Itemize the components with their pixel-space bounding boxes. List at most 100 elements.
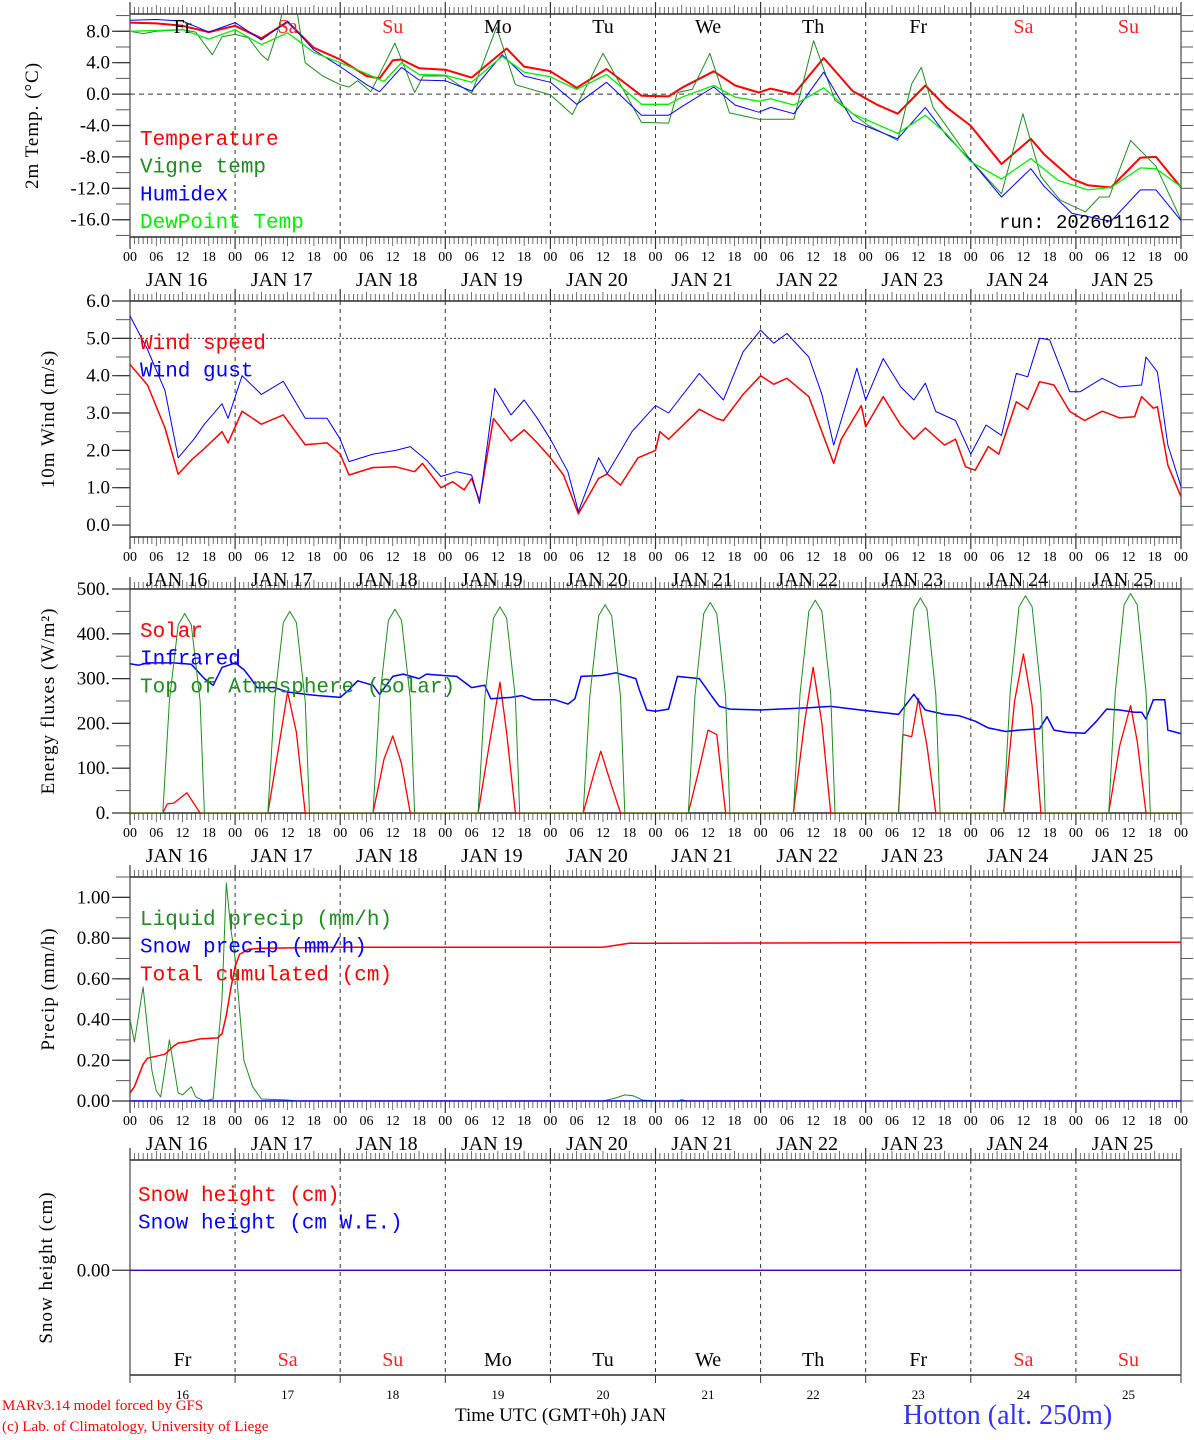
hour-label: 12: [491, 550, 505, 565]
hour-label: 18: [412, 550, 426, 565]
weekday-label-bottom: Fr: [174, 1349, 192, 1371]
weekday-label-bottom: Su: [1118, 1349, 1139, 1371]
legend-item: Wind speed: [140, 333, 266, 356]
hour-label: 12: [386, 826, 400, 841]
series-group: [130, 593, 1181, 813]
hour-label: 00: [333, 550, 347, 565]
weekday-label-top: Su: [1118, 16, 1139, 38]
hour-label: 12: [176, 826, 190, 841]
hour-label: 12: [1121, 826, 1135, 841]
y-tick-label: 100.: [77, 758, 110, 779]
y-axis-title: Energy fluxes (W/m²): [38, 608, 59, 795]
hour-label: 18: [412, 826, 426, 841]
hour-label: 12: [1016, 826, 1030, 841]
y-tick-label: 300.: [77, 669, 110, 690]
hour-label: 12: [281, 826, 295, 841]
hour-label: 18: [307, 1114, 321, 1129]
series-line-infrared: [130, 662, 1181, 735]
hour-label: 12: [491, 250, 505, 265]
hour-label: 06: [780, 250, 794, 265]
hour-label: 06: [885, 550, 899, 565]
y-tick-label: 0.: [96, 803, 110, 824]
hour-label: 18: [307, 250, 321, 265]
date-label: JAN 19: [461, 1133, 523, 1155]
date-label: JAN 24: [987, 569, 1049, 591]
series-line-temperature: [130, 20, 1181, 189]
copyright: (c) Lab. of Climatology, University of L…: [2, 1419, 269, 1435]
date-label: JAN 21: [671, 269, 733, 291]
hour-label: 06: [149, 550, 163, 565]
weekday-label-top: Fr: [174, 16, 192, 38]
y-tick-label: 4.0: [86, 53, 110, 74]
hour-label: 00: [333, 250, 347, 265]
y-tick-label: 2.0: [86, 440, 110, 461]
series-line-wind-gust: [130, 315, 1181, 513]
date-label: JAN 17: [251, 1133, 313, 1155]
date-label: JAN 22: [776, 269, 838, 291]
weekday-label-bottom: Sa: [1013, 1349, 1033, 1371]
y-tick-label: 0.60: [77, 969, 110, 990]
hour-label: 06: [359, 550, 373, 565]
hour-label: 18: [832, 250, 846, 265]
hour-label: 00: [1174, 1114, 1188, 1129]
date-label: JAN 19: [461, 569, 523, 591]
y-tick-label: 3.0: [86, 403, 110, 424]
hour-label: 00: [964, 250, 978, 265]
series-line-vigne-temp: [130, 14, 1181, 220]
hour-label: 18: [938, 826, 952, 841]
hour-label: 12: [701, 1114, 715, 1129]
y-axis-title: 10m Wind (m/s): [38, 350, 59, 489]
hour-label: 18: [1148, 1114, 1162, 1129]
legend-item: Snow precip (mm/h): [140, 937, 367, 960]
y-tick-label: 0.40: [77, 1010, 110, 1031]
hour-label: 06: [254, 250, 268, 265]
weekday-label-bottom: Tu: [592, 1349, 614, 1371]
date-number: 23: [912, 1387, 925, 1402]
legend-item: Snow height (cm W.E.): [138, 1213, 403, 1236]
legend-item: DewPoint Temp: [140, 212, 304, 235]
hour-label: 18: [1043, 1114, 1057, 1129]
hour-label: 12: [911, 550, 925, 565]
hour-label: 12: [701, 826, 715, 841]
hour-label: 18: [938, 550, 952, 565]
hour-label: 18: [307, 826, 321, 841]
hour-label: 06: [990, 250, 1004, 265]
hour-label: 12: [806, 826, 820, 841]
hour-label: 00: [543, 826, 557, 841]
series-line-humidex: [130, 19, 1181, 222]
hour-label: 00: [1174, 826, 1188, 841]
weekday-label-bottom: Sa: [278, 1349, 298, 1371]
series-line-wind-speed: [130, 364, 1181, 515]
hour-label: 06: [1095, 550, 1109, 565]
hour-label: 00: [228, 250, 242, 265]
hour-label: 06: [149, 1114, 163, 1129]
hour-label: 06: [570, 826, 584, 841]
hour-label: 18: [517, 550, 531, 565]
hour-label: 06: [465, 826, 479, 841]
weekday-label-top: Su: [382, 16, 403, 38]
model-credit: MARv3.14 model forced by GFS: [2, 1398, 204, 1414]
hour-label: 12: [1121, 250, 1135, 265]
hour-label: 06: [780, 826, 794, 841]
hour-label: 00: [333, 826, 347, 841]
weekday-label-top: Sa: [278, 16, 298, 38]
date-label: JAN 21: [671, 569, 733, 591]
date-label: JAN 18: [356, 845, 418, 867]
hour-label: 06: [885, 826, 899, 841]
hour-label: 18: [307, 550, 321, 565]
date-label: JAN 24: [987, 269, 1049, 291]
hour-label: 12: [596, 250, 610, 265]
legend-item: Liquid precip (mm/h): [140, 909, 392, 932]
hour-label: 06: [570, 1114, 584, 1129]
date-label: JAN 18: [356, 269, 418, 291]
hour-label: 06: [990, 826, 1004, 841]
date-label: JAN 21: [671, 1133, 733, 1155]
weekday-label-bottom: Th: [802, 1349, 824, 1371]
hour-label: 06: [359, 826, 373, 841]
legend-item: Total cumulated (cm): [140, 964, 392, 987]
panel-2: 6.0 5.0 4.0 3.0 2.0 1.0 0.0 10m Wind (m/s) Wind …: [38, 289, 1193, 591]
y-tick-label: -12.0: [70, 178, 110, 199]
date-number: 19: [491, 1387, 504, 1402]
legend-item: Vigne temp: [140, 157, 266, 180]
hour-label: 00: [754, 250, 768, 265]
